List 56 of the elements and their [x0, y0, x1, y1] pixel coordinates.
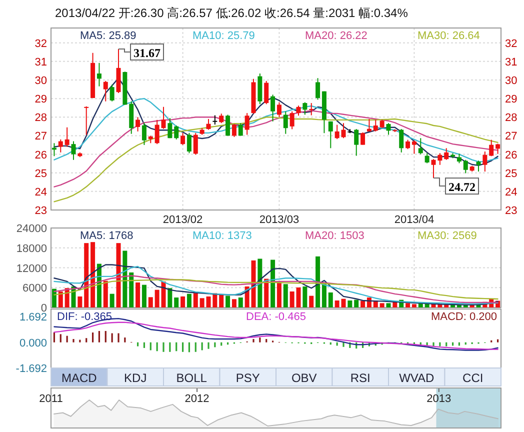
y-tick-label: 0.000 — [19, 337, 47, 350]
text: MA10: 1373 — [192, 230, 252, 242]
x-tick-label: 2013/03 — [259, 214, 300, 226]
y2-tick-label: 29 — [505, 94, 518, 106]
y2-tick-label: 25 — [505, 168, 518, 180]
y-tick-label: 28 — [34, 112, 47, 124]
y-tick-label: 1.692 — [19, 312, 47, 324]
text: KDJ — [124, 371, 147, 385]
x-tick-label: 2012 — [184, 393, 210, 405]
annotation: 24.72 — [448, 180, 476, 194]
y-tick-label: 12000 — [16, 262, 47, 275]
annotation: 31.67 — [134, 46, 160, 60]
text: MA5: 1768 — [80, 230, 134, 242]
text: MACD — [61, 371, 98, 385]
y-tick-label: 26 — [34, 149, 47, 162]
text: MA10: 25.79 — [192, 30, 255, 42]
y-tick-label: 18000 — [16, 242, 47, 255]
text: RSI — [350, 371, 370, 385]
y2-tick-label: 32 — [505, 38, 518, 50]
x-tick-label: 2011 — [39, 393, 63, 405]
text: MA30: 26.64 — [418, 30, 480, 42]
y-tick-label: 25 — [34, 168, 47, 180]
y-tick-label: 23 — [34, 205, 47, 217]
x-tick-label: 2013/02 — [162, 214, 203, 226]
chart-title: 2013/04/22 开:26.30 高:26.57 低:26.02 收:26.54 量:2031 幅:0.34% — [55, 6, 408, 20]
y-tick-label: 27 — [34, 130, 47, 143]
y-tick-label: 24 — [34, 186, 47, 198]
y2-tick-label: 23 — [505, 205, 518, 217]
text: MA5: 25.89 — [80, 30, 136, 42]
y-tick-label: 30 — [34, 75, 47, 87]
series-label: MACD: 0.200 — [430, 311, 497, 323]
y2-tick-label: 30 — [505, 75, 518, 87]
series-label: DEA: -0.465 — [246, 311, 306, 323]
text: MA20: 1503 — [305, 230, 364, 242]
y2-tick-label: 28 — [505, 112, 518, 124]
text: MA30: 2569 — [418, 230, 477, 242]
y-tick-label: 0 — [40, 302, 47, 314]
text: WVAD — [399, 371, 435, 385]
y2-tick-label: 24 — [505, 186, 518, 198]
y-tick-label: 31 — [34, 56, 47, 68]
y-tick-label: 29 — [34, 94, 47, 106]
text: PSY — [236, 371, 260, 385]
y-tick-label: 24000 — [16, 223, 47, 235]
text: CCI — [462, 371, 484, 385]
y-tick-label: 6000 — [22, 282, 47, 295]
text: BOLL — [176, 371, 208, 385]
text: OBV — [291, 371, 317, 385]
y-tick-label: 32 — [34, 38, 47, 50]
y-tick-label: -1.692 — [16, 363, 47, 375]
y2-tick-label: 31 — [505, 56, 518, 68]
x-tick-label: 2013/04 — [394, 214, 434, 226]
x-tick-label: 2013 — [426, 393, 452, 405]
series-label: DIF: -0.365 — [57, 311, 112, 323]
y2-tick-label: 26 — [505, 149, 518, 162]
text: MA20: 26.22 — [305, 30, 368, 42]
y2-tick-label: 27 — [505, 130, 518, 143]
